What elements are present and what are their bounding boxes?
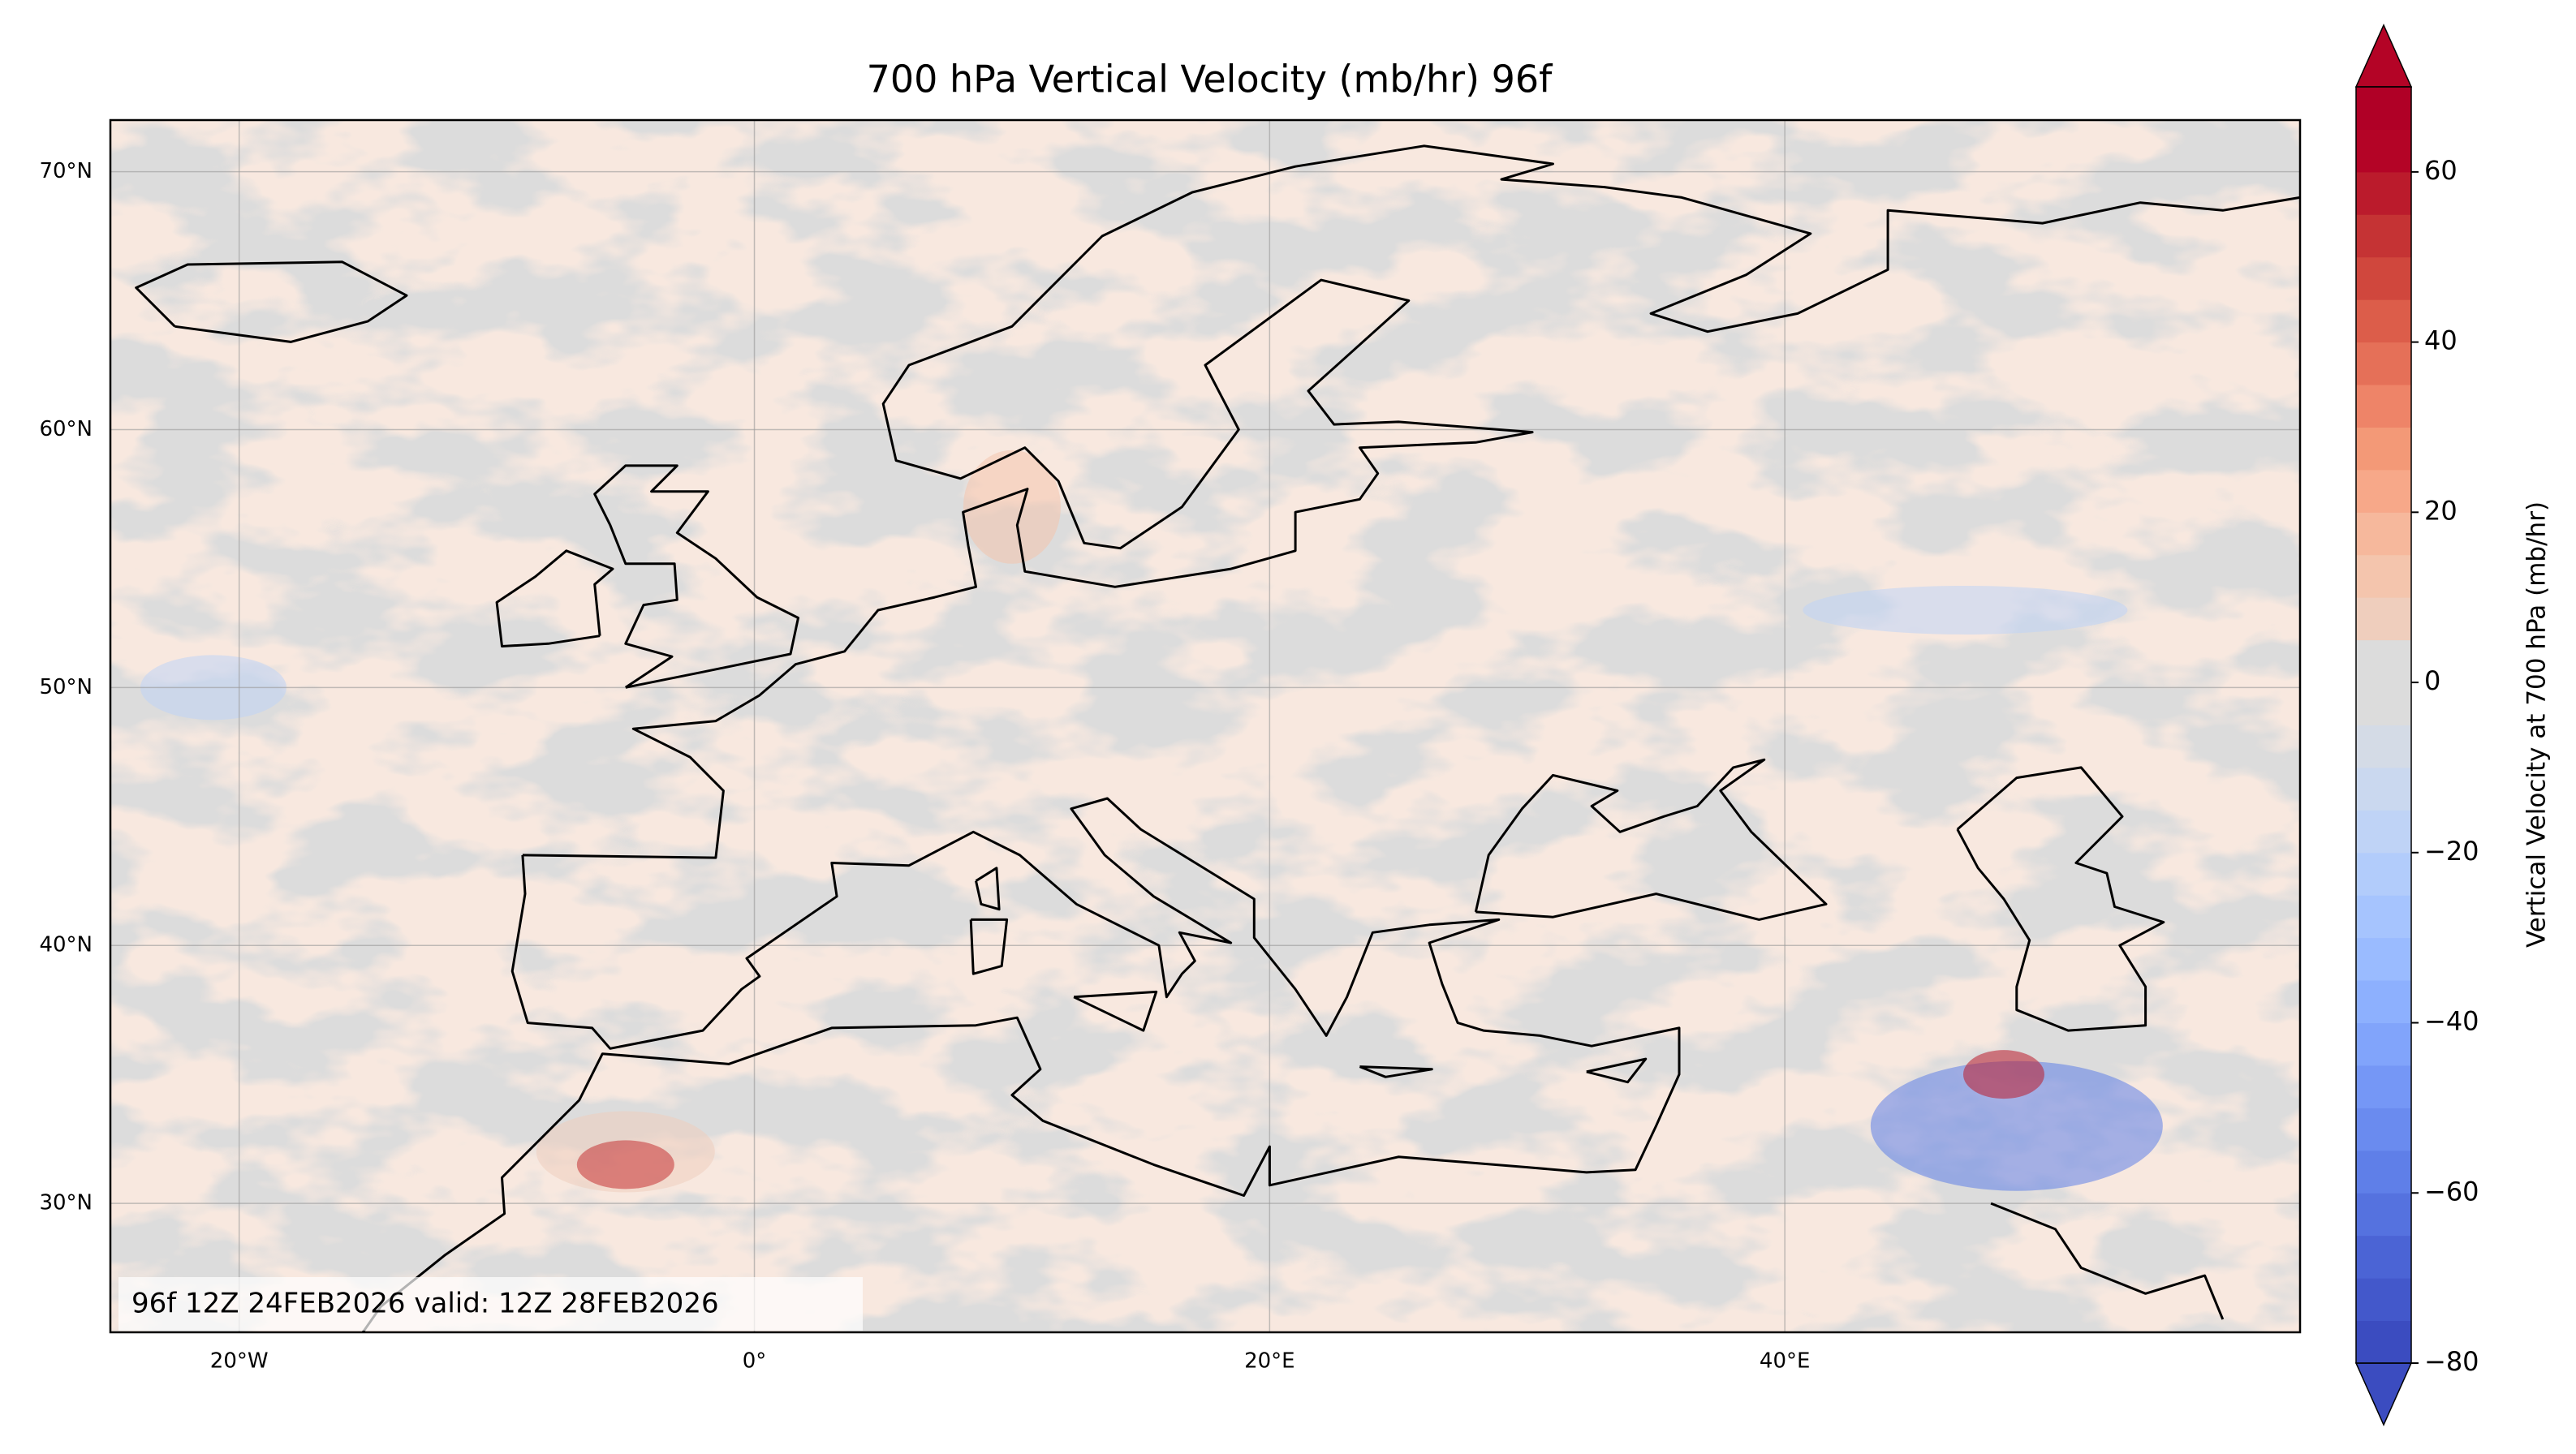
colorbar-band	[2356, 256, 2411, 300]
colorbar-tick-label: −40	[2424, 1006, 2479, 1037]
x-tick-label: 0°	[743, 1349, 767, 1374]
colorbar-band	[2356, 87, 2411, 130]
map-ticks: 20°W 0° 20°E 40°E 30°N 40°N 50°N 60°N 70°N	[39, 159, 1810, 1373]
colorbar-band	[2356, 980, 2411, 1024]
colorbar-band	[2356, 554, 2411, 598]
colorbar-band	[2356, 299, 2411, 343]
colorbar-band	[2356, 512, 2411, 556]
colorbar-band	[2356, 1235, 2411, 1279]
y-tick-label: 60°N	[39, 417, 93, 441]
coastline	[593, 464, 799, 689]
colorbar-band	[2356, 937, 2411, 981]
coastline	[1956, 766, 2165, 1032]
colorbar-band	[2356, 1150, 2411, 1194]
colorbar-band	[2356, 214, 2411, 258]
colorbar-band	[2356, 1108, 2411, 1151]
map-frame	[109, 118, 2302, 1334]
field-patch	[1803, 585, 2128, 635]
colorbar-tick-label: −20	[2424, 836, 2479, 867]
colorbar-band	[2356, 1278, 2411, 1322]
coastline	[969, 918, 1009, 975]
coastline	[135, 260, 408, 343]
y-tick-label: 50°N	[39, 675, 93, 699]
coastline	[1474, 758, 1828, 921]
colorbar-band	[2356, 171, 2411, 215]
x-tick-label: 20°W	[210, 1349, 269, 1374]
colorbar-band	[2356, 469, 2411, 513]
colorbar-extend-top	[2354, 24, 2413, 88]
y-tick-label: 30°N	[39, 1191, 93, 1215]
coastlines	[135, 144, 2300, 1332]
colorbar-band	[2356, 767, 2411, 811]
annotation: 96f 12Z 24FEB2026 valid: 12Z 28FEB2026	[131, 1288, 719, 1320]
coastline	[495, 549, 614, 647]
colorbar-band	[2356, 385, 2411, 428]
annotation-box	[118, 1277, 863, 1331]
coastline	[1586, 1057, 1648, 1084]
y-tick-label: 40°N	[39, 933, 93, 957]
map-field	[110, 120, 2300, 1332]
colorbar-band	[2356, 427, 2411, 471]
x-tick-label: 40°E	[1760, 1349, 1811, 1374]
coastline	[522, 144, 2300, 859]
field-patch	[963, 450, 1061, 564]
colorbar-frame	[2355, 86, 2412, 1364]
field-patch	[1962, 1050, 2044, 1099]
coastline	[975, 867, 1001, 911]
colorbar-band	[2356, 597, 2411, 641]
colorbar-tick-label: −60	[2424, 1176, 2479, 1207]
map-title: 700 hPa Vertical Velocity (mb/hr) 96f	[867, 58, 1554, 101]
colorbar-band	[2356, 639, 2411, 683]
colorbar: −80 −60 −40 −20 0 20 40 60	[2354, 24, 2479, 1426]
coastline	[1073, 990, 1158, 1032]
colorbar-band	[2356, 129, 2411, 173]
colorbar-band	[2356, 1193, 2411, 1237]
colorbar-band	[2356, 895, 2411, 939]
colorbar-band	[2356, 810, 2411, 854]
colorbar-band	[2356, 682, 2411, 725]
colorbar-tick-label: 20	[2424, 495, 2458, 526]
field-patch	[1870, 1060, 2163, 1191]
colorbar-band	[2356, 852, 2411, 896]
colorbar-label: Vertical Velocity at 700 hPa (mb/hr)	[2522, 501, 2552, 948]
colorbar-tick-label: 40	[2424, 325, 2458, 356]
colorbar-tick-label: 60	[2424, 155, 2458, 186]
colorbar-band	[2356, 1320, 2411, 1364]
colorbar-tick-label: 0	[2424, 665, 2440, 696]
coastline	[361, 797, 1681, 1332]
field-patch	[576, 1140, 674, 1189]
coastline	[1990, 1202, 2225, 1320]
colorbar-band	[2356, 1022, 2411, 1066]
x-tick-label: 20°E	[1244, 1349, 1295, 1374]
colorbar-extend-bottom	[2354, 1362, 2413, 1426]
colorbar-band	[2356, 342, 2411, 385]
y-tick-label: 70°N	[39, 159, 93, 183]
colorbar-band	[2356, 1065, 2411, 1108]
coastline	[1359, 1065, 1433, 1078]
colorbar-band	[2356, 725, 2411, 768]
colorbar-tick-label: −80	[2424, 1346, 2479, 1377]
graticule	[110, 120, 2300, 1332]
